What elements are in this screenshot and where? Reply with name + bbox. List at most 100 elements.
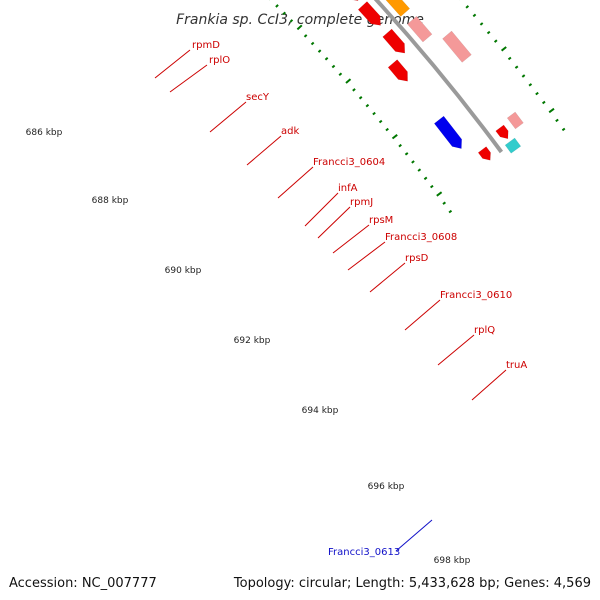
inner-tick (310, 41, 315, 46)
scale-label-686: 686 kbp (26, 128, 63, 138)
gene-label-rplQ[interactable]: rplQ (474, 325, 495, 336)
gene-label-rpmD[interactable]: rpmD (192, 40, 220, 51)
gene-feature-francci3-0613 (433, 115, 462, 149)
gene-label-adk[interactable]: adk (281, 126, 299, 137)
inner-tick (378, 119, 383, 124)
inner-tick (282, 11, 286, 16)
gene-feature (495, 124, 509, 140)
backbone-line (373, 0, 504, 154)
inner-tick (317, 49, 322, 53)
leader-line (246, 135, 282, 166)
gene-label-francci3-0604[interactable]: Francci3_0604 (313, 157, 385, 168)
leader-line (154, 49, 191, 79)
outer-tick (479, 22, 484, 26)
outer-tick (472, 13, 477, 18)
outer-tick (561, 127, 566, 132)
gene-feature-truA (407, 15, 433, 43)
inner-tick (411, 160, 415, 164)
inner-tick (391, 134, 398, 140)
outer-tick (521, 74, 526, 78)
inner-tick (372, 111, 376, 116)
inner-tick (324, 57, 329, 61)
gene-feature (387, 59, 408, 82)
gene-label-francci3-0608[interactable]: Francci3_0608 (385, 232, 457, 243)
scale-label-688: 688 kbp (92, 196, 129, 206)
gene-label-truA[interactable]: truA (506, 360, 527, 371)
leader-line (471, 369, 507, 401)
gene-features (351, 0, 524, 161)
outer-tick (528, 83, 533, 87)
inner-tick (331, 64, 336, 69)
leader-line (404, 299, 441, 331)
leader-line (169, 64, 208, 93)
tick-marks (269, 0, 566, 214)
gene-feature-francci3-0610 (385, 0, 411, 17)
scale-label-694: 694 kbp (302, 406, 339, 416)
inner-tick (448, 209, 453, 214)
outer-tick (493, 39, 498, 43)
outer-tick (548, 107, 555, 114)
leader-line (277, 166, 314, 199)
scale-label-692: 692 kbp (234, 336, 271, 346)
label-leaders (154, 49, 507, 552)
scale-labels: 686 kbp 688 kbp 690 kbp 692 kbp 694 kbp … (26, 128, 471, 566)
leader-line (317, 206, 351, 239)
gene-label-francci3-0610[interactable]: Francci3_0610 (440, 290, 512, 301)
inner-tick (296, 24, 303, 31)
gene-feature (357, 1, 381, 26)
inner-tick (398, 143, 402, 148)
inner-tick (303, 34, 308, 38)
inner-tick (365, 103, 370, 108)
outer-tick (555, 118, 559, 123)
gene-label-rpsD[interactable]: rpsD (405, 253, 429, 264)
outer-tick (465, 5, 470, 9)
outer-tick (541, 100, 546, 105)
inner-tick (289, 19, 294, 23)
scale-label-696: 696 kbp (368, 482, 405, 492)
gene-label-rplO[interactable]: rplO (209, 55, 230, 66)
leader-line (332, 224, 370, 254)
leader-line (437, 334, 475, 366)
leader-line (347, 241, 386, 271)
inner-tick (442, 201, 446, 205)
gene-labels: rpmD rplO secY adk Francci3_0604 infA rp… (192, 40, 527, 558)
inner-tick (385, 127, 389, 132)
gene-feature (442, 30, 472, 63)
map-title: Frankia sp. CcI3, complete genome (176, 12, 424, 28)
leader-line (395, 519, 433, 552)
leader-line (209, 101, 247, 133)
outer-tick (535, 91, 539, 96)
outer-tick (500, 46, 507, 52)
gene-label-infA[interactable]: infA (338, 183, 358, 194)
leader-line (369, 262, 406, 293)
gene-feature (506, 111, 524, 130)
gene-feature (351, 0, 359, 1)
inner-tick (275, 4, 279, 8)
inner-tick (423, 176, 428, 181)
outer-tick (507, 56, 512, 61)
inner-tick (352, 88, 356, 92)
inner-tick (417, 168, 422, 172)
outer-tick (486, 30, 491, 35)
outer-tick (514, 65, 519, 69)
gene-label-rpsM[interactable]: rpsM (369, 215, 393, 226)
topology-text: Topology: circular; Length: 5,433,628 bp… (233, 576, 591, 591)
inner-tick (430, 184, 434, 189)
backbone-track (373, 0, 504, 154)
scale-label-690: 690 kbp (165, 266, 202, 276)
inner-tick (338, 72, 343, 77)
gene-feature-rplQ (382, 28, 406, 54)
leader-line (304, 192, 339, 227)
gene-feature (477, 146, 491, 161)
accession-text: Accession: NC_007777 (9, 576, 157, 591)
inner-tick (436, 191, 443, 197)
inner-tick (404, 152, 409, 156)
scale-label-698: 698 kbp (434, 556, 471, 566)
gene-feature (504, 137, 522, 154)
gene-label-secY[interactable]: secY (246, 92, 270, 103)
inner-tick (345, 78, 352, 84)
gene-label-rpmJ[interactable]: rpmJ (350, 197, 373, 208)
inner-tick (358, 96, 363, 100)
gene-label-francci3-0613[interactable]: Francci3_0613 (328, 547, 400, 558)
